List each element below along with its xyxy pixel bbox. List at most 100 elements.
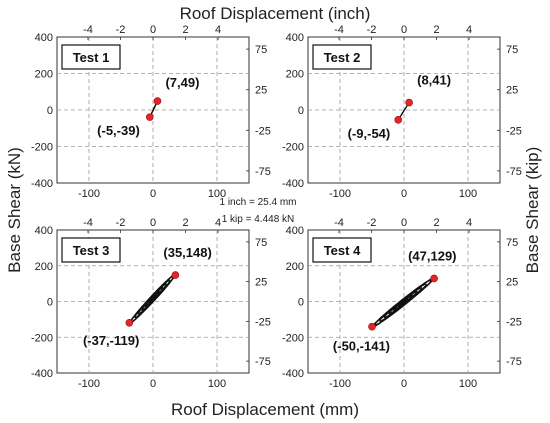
x-tick-label: -100 (78, 188, 100, 200)
test-label-box (312, 237, 372, 263)
x-tick-label: -100 (329, 188, 351, 200)
x2-tick-label: -2 (367, 217, 377, 229)
y2-tick-label: -25 (255, 316, 271, 328)
right-axis-title: Base Shear (kip) (523, 147, 542, 274)
peak-marker-negative (394, 116, 403, 124)
test-label: Test 3 (73, 243, 110, 258)
unit-note-kip: 1 kip = 4.448 kN (222, 214, 295, 225)
panel-test-3: 400 200 0 -200 -400 -100 0 100 -4 -2 0 2 4 75 25 -25 -75… (31, 217, 271, 390)
peak-label-positive: (47,129) (408, 248, 456, 263)
y-tick-label: 200 (286, 69, 304, 81)
y2-tick-label: -75 (506, 166, 522, 178)
peak-label-negative: (-37,-119) (83, 333, 139, 348)
unit-note-inch: 1 inch = 25.4 mm (220, 197, 297, 208)
y2-tick-label: 75 (255, 237, 267, 249)
y2-tick-label: -25 (506, 125, 522, 137)
y2-tick-label: -75 (506, 356, 522, 368)
y2-tick-label: 25 (255, 277, 267, 289)
x2-tick-label: 2 (433, 24, 439, 36)
x2-tick-label: -2 (116, 217, 126, 229)
x2-tick-label: -4 (83, 217, 93, 229)
y-tick-label: 0 (298, 105, 304, 117)
x-tick-label: 100 (208, 378, 226, 390)
y-tick-label: 0 (47, 297, 53, 309)
x-tick-label: 0 (150, 188, 156, 200)
y2-tick-label: -75 (255, 356, 271, 368)
x-tick-label: -100 (329, 378, 351, 390)
y-tick-label: 200 (286, 261, 304, 273)
test-label-box (312, 44, 372, 70)
test-label: Test 2 (324, 50, 361, 65)
x-tick-label: 0 (401, 378, 407, 390)
x2-tick-label: 0 (150, 24, 156, 36)
test-label-box (61, 44, 121, 70)
y-tick-label: -400 (31, 368, 53, 380)
peak-marker-positive (153, 97, 162, 105)
top-axis-title: Roof Displacement (inch) (180, 4, 371, 23)
x2-tick-label: -4 (334, 217, 344, 229)
panel-test-1: 400 200 0 -200 -400 -100 0 100 -4 -2 0 2 4 75 25 -25 -75… (31, 24, 271, 200)
x-tick-label: 100 (208, 188, 226, 200)
x2-tick-label: -4 (83, 24, 93, 36)
x2-tick-label: -4 (334, 24, 344, 36)
left-axis-title: Base Shear (kN) (5, 147, 24, 273)
y2-tick-label: -25 (255, 125, 271, 137)
y2-tick-label: -25 (506, 316, 522, 328)
x2-tick-label: 0 (150, 217, 156, 229)
peak-label-positive: (8,41) (417, 73, 451, 88)
y2-tick-label: 75 (506, 44, 518, 56)
x2-tick-label: 2 (433, 217, 439, 229)
x-tick-label: 100 (459, 378, 477, 390)
x-tick-label: 100 (459, 188, 477, 200)
peak-label-positive: (35,148) (163, 245, 211, 260)
x-tick-label: 0 (401, 188, 407, 200)
x2-tick-label: -2 (116, 24, 126, 36)
peak-label-negative: (-50,-141) (333, 339, 390, 354)
test-label: Test 4 (324, 243, 361, 258)
x2-tick-label: 4 (466, 24, 472, 36)
y-tick-label: 400 (35, 225, 53, 237)
y-tick-label: 200 (35, 69, 53, 81)
bottom-axis-title: Roof Displacement (mm) (171, 400, 359, 419)
peak-marker-negative (368, 322, 376, 331)
x2-tick-label: 2 (182, 217, 188, 229)
y-tick-label: 0 (47, 105, 53, 117)
peak-marker-positive (171, 271, 180, 279)
peak-marker-positive (430, 274, 438, 283)
y-tick-label: -200 (282, 142, 304, 154)
y-tick-label: -200 (282, 332, 304, 344)
x2-tick-label: 4 (215, 217, 221, 229)
y2-tick-label: -75 (255, 166, 271, 178)
peak-label-negative: (-5,-39) (97, 123, 140, 138)
peak-label-positive: (7,49) (165, 75, 199, 90)
y2-tick-label: 25 (506, 85, 518, 97)
y-tick-label: 0 (298, 297, 304, 309)
x2-tick-label: 4 (215, 24, 221, 36)
y-tick-label: -400 (31, 178, 53, 190)
x-tick-label: 0 (150, 378, 156, 390)
peak-marker-positive (405, 98, 413, 107)
test-label: Test 1 (73, 50, 110, 65)
y-tick-label: -400 (282, 368, 304, 380)
x2-tick-label: 0 (401, 24, 407, 36)
y-tick-label: 200 (35, 261, 53, 273)
x2-tick-label: 0 (401, 217, 407, 229)
y2-tick-label: 75 (255, 44, 267, 56)
y-tick-label: -200 (31, 332, 53, 344)
y2-tick-label: 25 (506, 277, 518, 289)
panel-test-4: 400 200 0 -200 -400 -100 0 100 -4 -2 0 2 4 75 25 -25 -75… (282, 217, 522, 390)
y-tick-label: 400 (286, 32, 304, 44)
x-tick-label: -100 (78, 378, 100, 390)
y2-tick-label: 75 (506, 237, 518, 249)
test-label-box (61, 237, 121, 263)
y-tick-label: -200 (31, 142, 53, 154)
y-tick-label: -400 (282, 178, 304, 190)
peak-label-negative: (-9,-54) (348, 126, 391, 141)
y-tick-label: 400 (286, 225, 304, 237)
x2-tick-label: 4 (466, 217, 472, 229)
panel-test-2: 400 200 0 -200 -400 -100 0 100 -4 -2 0 2 4 75 25 -25 -75… (282, 24, 522, 200)
y2-tick-label: 25 (255, 85, 267, 97)
peak-marker-negative (146, 113, 154, 121)
